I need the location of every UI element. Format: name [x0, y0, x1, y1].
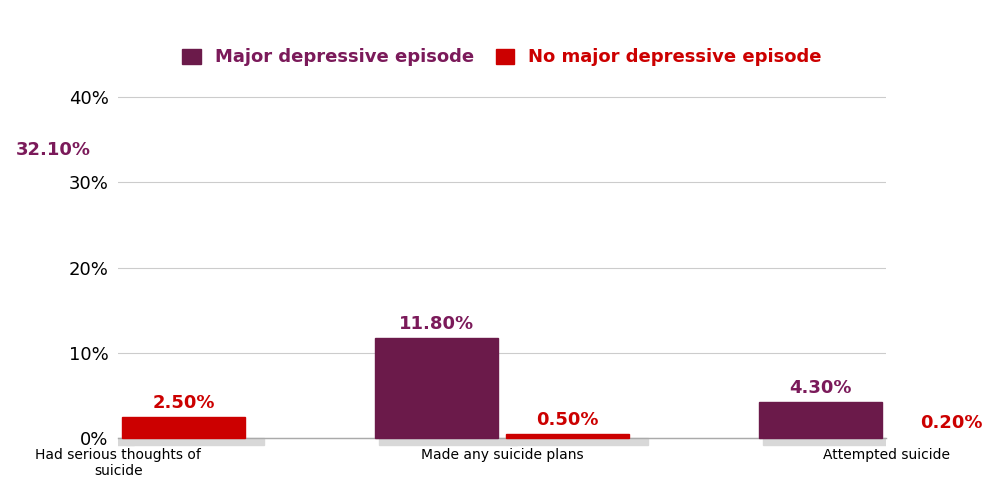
Bar — [890, 437, 998, 438]
Bar — [122, 417, 245, 438]
Bar — [0, 438, 134, 445]
Text: 0.20%: 0.20% — [920, 414, 982, 431]
Bar — [126, 438, 264, 445]
Bar — [0, 165, 115, 438]
Bar — [763, 438, 901, 445]
Bar — [375, 338, 498, 438]
Text: 4.30%: 4.30% — [789, 379, 852, 396]
Text: 2.50%: 2.50% — [153, 394, 215, 412]
Legend: Major depressive episode, No major depressive episode: Major depressive episode, No major depre… — [176, 41, 829, 73]
Bar — [379, 438, 518, 445]
Text: 11.80%: 11.80% — [399, 315, 474, 333]
Bar — [510, 438, 648, 445]
Text: 32.10%: 32.10% — [16, 141, 91, 159]
Bar — [893, 438, 998, 445]
Bar — [759, 402, 882, 438]
Bar — [506, 434, 629, 438]
Text: 0.50%: 0.50% — [536, 411, 599, 429]
